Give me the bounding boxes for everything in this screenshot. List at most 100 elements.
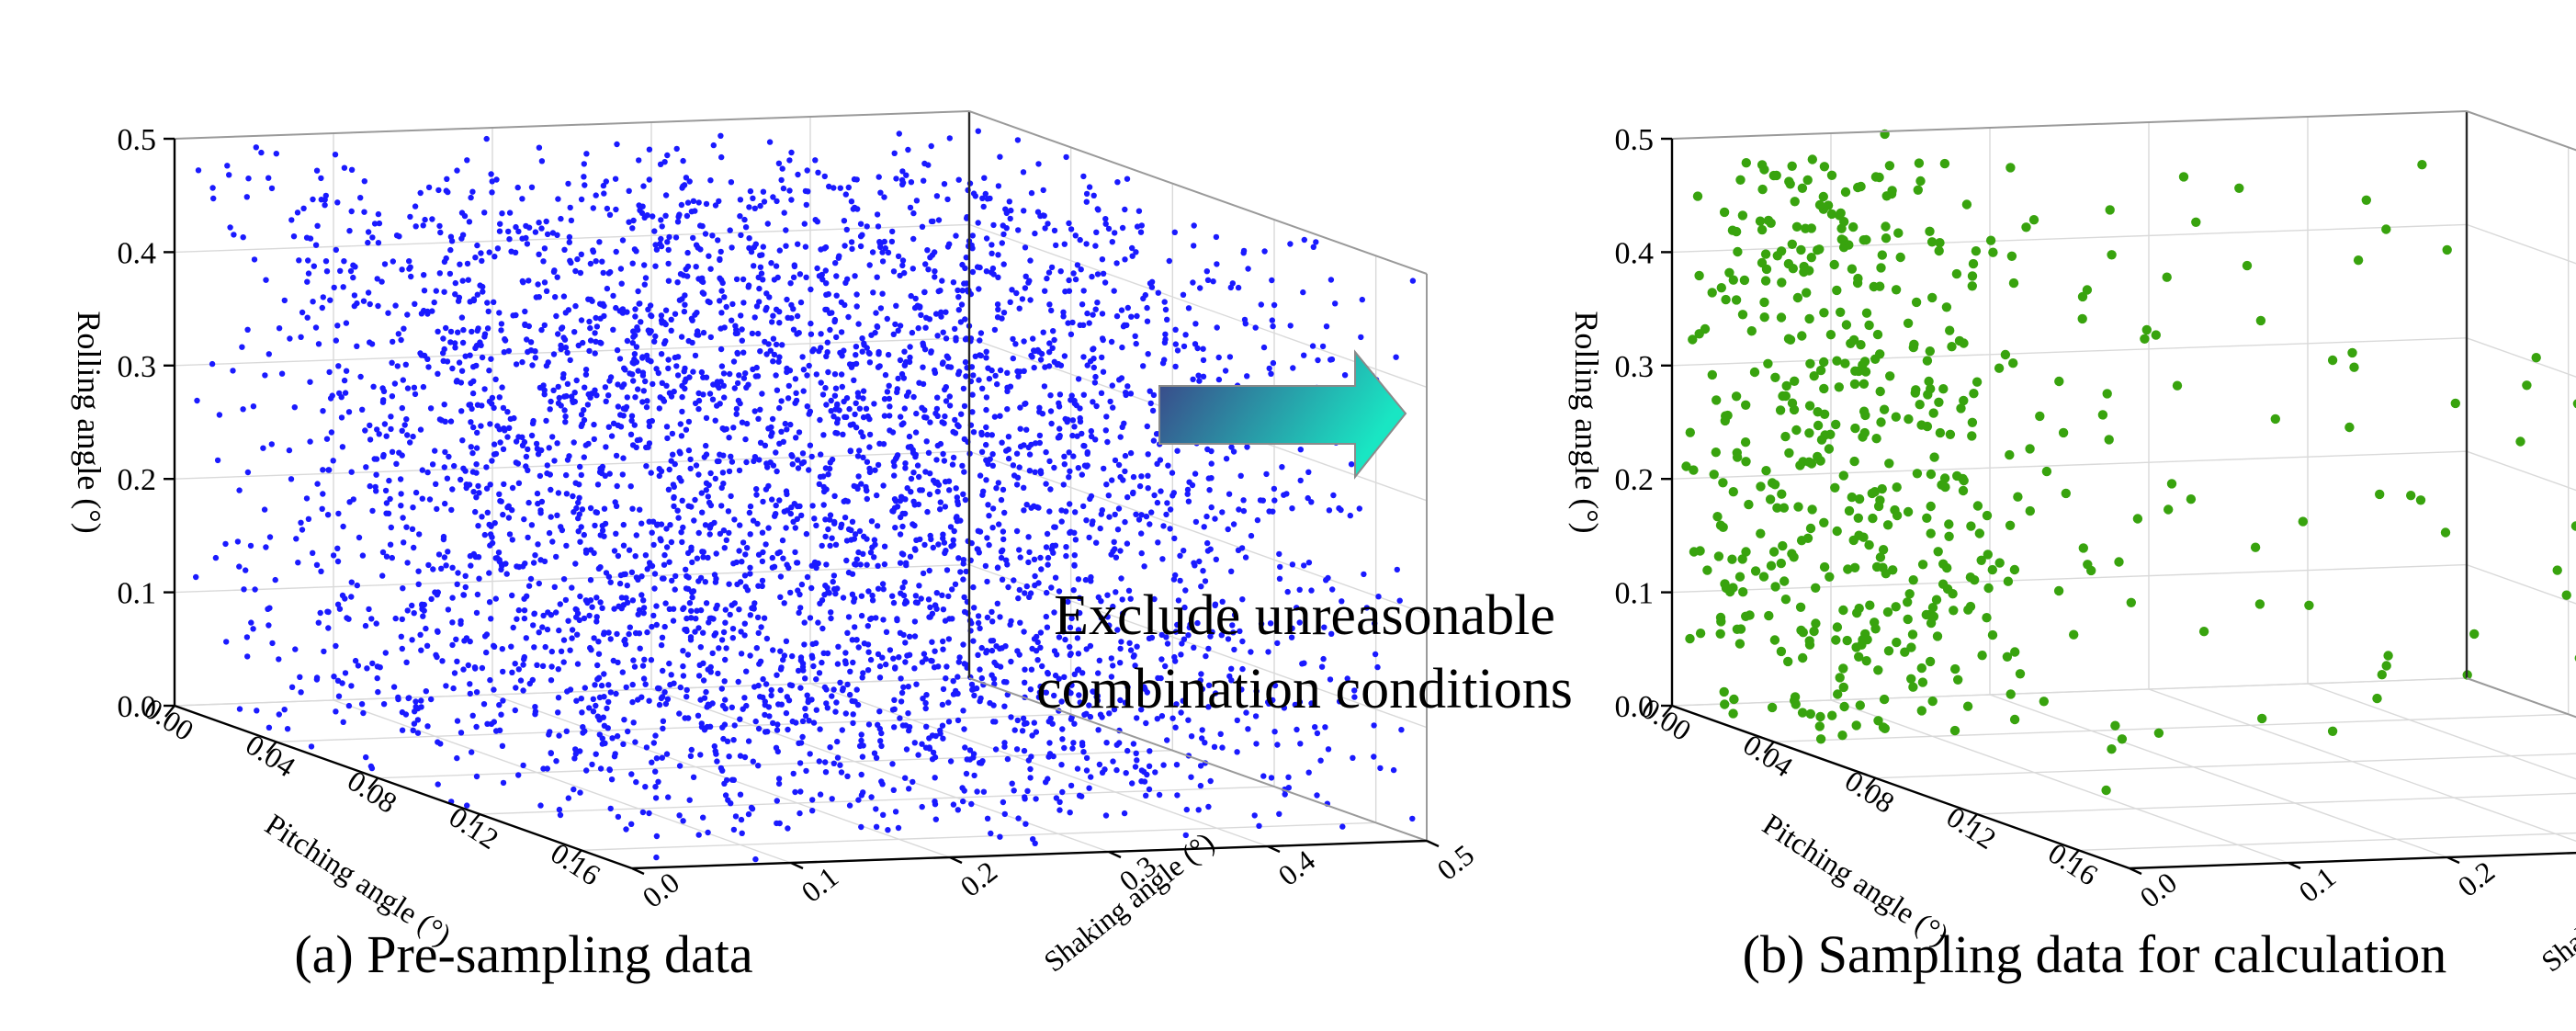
data-point [797,503,803,510]
data-point [658,351,665,357]
data-point [733,411,740,417]
data-point [1032,469,1038,475]
data-point [551,458,558,464]
data-point [712,417,718,424]
data-point [1088,493,1095,500]
data-point [1121,420,1127,426]
data-point [1277,563,1283,571]
data-point [484,720,491,727]
data-point [531,644,537,651]
data-point [989,647,996,654]
data-point [1922,513,1932,523]
data-point [695,199,702,206]
data-point [491,254,498,260]
data-point [952,581,959,587]
data-point [895,375,901,382]
data-point [1922,356,1933,366]
data-point [209,185,216,191]
data-point [735,397,742,404]
data-point [2054,376,2064,387]
data-point [855,549,862,556]
data-point [614,346,621,354]
data-point [1301,352,1307,358]
data-point [500,511,506,518]
data-point [2061,488,2071,499]
data-point [417,426,424,433]
data-point [1194,345,1201,352]
data-point [777,594,784,600]
data-point [1283,491,1290,497]
data-point [599,258,605,265]
data-point [617,424,625,430]
data-point [1801,223,1811,233]
data-point [1164,316,1170,323]
data-point [1034,657,1041,663]
data-point [2140,334,2150,344]
data-point [700,554,706,561]
data-point [1757,184,1768,195]
data-point [447,246,454,254]
data-point [740,349,747,356]
data-point [822,465,830,471]
data-point [576,494,582,501]
data-point [1040,329,1046,335]
data-point [419,467,425,473]
data-point [1138,530,1145,537]
data-point [727,611,733,618]
data-point [464,157,470,164]
data-point [1226,354,1234,360]
data-point [2162,272,2172,282]
data-point [319,304,325,312]
data-point [728,179,735,186]
data-point [996,521,1002,527]
data-point [1205,704,1212,710]
data-point [757,406,763,413]
data-point [700,629,706,636]
data-point [383,553,390,560]
data-point [335,693,343,699]
data-point [578,317,585,323]
data-point [961,594,967,601]
data-point [479,354,486,361]
data-point [963,373,969,380]
data-point [470,424,477,431]
data-point [795,171,801,178]
data-point [752,855,759,863]
data-point [1757,160,1768,170]
data-point [499,210,505,217]
data-point [1021,629,1027,635]
data-point [1768,547,1779,557]
data-point [400,377,406,383]
data-point [1039,689,1045,696]
data-point [1063,552,1069,560]
data-point [898,514,904,521]
data-point [1911,297,1922,308]
data-point [412,300,418,307]
data-point [1011,727,1018,733]
data-point [891,724,898,731]
data-point [1061,674,1068,680]
data-point [934,394,941,401]
data-point [680,606,686,613]
data-point [987,195,993,202]
data-point [735,678,741,685]
data-point [674,354,682,360]
data-point [941,458,948,464]
data-point [1154,716,1161,722]
data-point [1877,483,1887,494]
data-point [578,423,584,429]
data-point [822,759,829,765]
data-point [901,579,908,585]
data-point [1832,285,1842,296]
data-point [1815,734,1826,744]
data-point [901,269,908,277]
data-point [460,465,467,471]
left-wall-grid-line [174,337,970,367]
data-point [633,344,640,350]
data-point [435,551,443,558]
data-point [210,195,217,202]
data-point [802,244,809,250]
data-point [1775,405,1786,415]
data-point [864,495,870,503]
data-point [838,521,845,527]
